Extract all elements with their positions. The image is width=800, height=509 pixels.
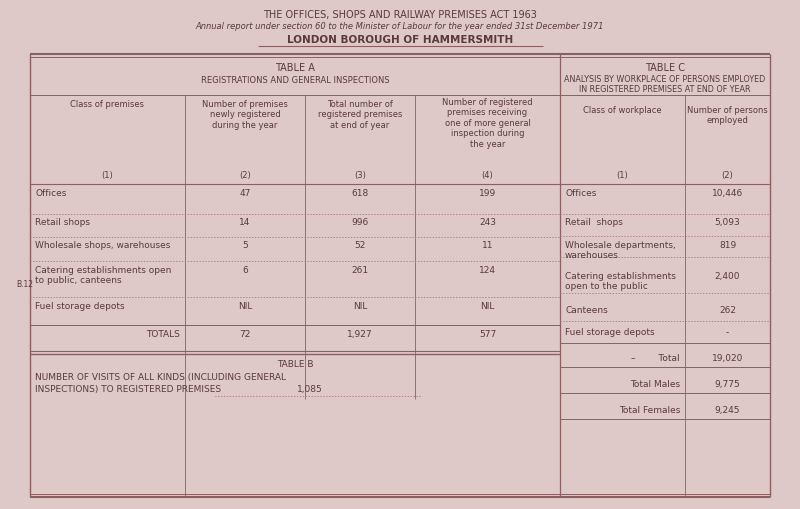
Text: 9,245: 9,245 xyxy=(714,405,740,414)
Text: TABLE B: TABLE B xyxy=(277,359,314,369)
Text: NUMBER OF VISITS OF ALL KINDS (INCLUDING GENERAL: NUMBER OF VISITS OF ALL KINDS (INCLUDING… xyxy=(35,372,286,381)
Text: Total Males: Total Males xyxy=(630,379,680,388)
Text: 14: 14 xyxy=(239,217,250,227)
Text: 1,927: 1,927 xyxy=(347,329,373,338)
Text: NIL: NIL xyxy=(480,301,494,310)
Text: Annual report under section 60 to the Minister of Labour for the year ended 31st: Annual report under section 60 to the Mi… xyxy=(196,22,604,31)
Text: Catering establishments open
to public, canteens: Catering establishments open to public, … xyxy=(35,266,171,285)
Text: 19,020: 19,020 xyxy=(712,353,743,362)
Text: Class of premises: Class of premises xyxy=(70,100,145,109)
Text: 1,085: 1,085 xyxy=(297,384,323,393)
Text: (1): (1) xyxy=(617,171,628,180)
Text: 11: 11 xyxy=(482,241,494,249)
Text: Wholesale departments,
warehouses: Wholesale departments, warehouses xyxy=(565,241,676,260)
Text: Offices: Offices xyxy=(565,189,596,197)
Text: NIL: NIL xyxy=(238,301,252,310)
Text: 10,446: 10,446 xyxy=(712,189,743,197)
Text: 262: 262 xyxy=(719,305,736,315)
Text: ANALYSIS BY WORKPLACE OF PERSONS EMPLOYED: ANALYSIS BY WORKPLACE OF PERSONS EMPLOYE… xyxy=(564,75,766,84)
Text: 819: 819 xyxy=(719,241,736,249)
Text: 72: 72 xyxy=(239,329,250,338)
Text: Catering establishments
open to the public: Catering establishments open to the publ… xyxy=(565,271,676,291)
Text: 2,400: 2,400 xyxy=(714,271,740,280)
Text: Total Females: Total Females xyxy=(618,405,680,414)
Text: B.12: B.12 xyxy=(16,280,33,289)
Text: TABLE A: TABLE A xyxy=(275,63,315,73)
Text: Number of registered
premises receiving
one of more general
inspection during
th: Number of registered premises receiving … xyxy=(442,98,533,148)
Text: TABLE C: TABLE C xyxy=(645,63,685,73)
Text: –        Total: – Total xyxy=(631,353,680,362)
Text: (4): (4) xyxy=(482,171,494,180)
Text: (2): (2) xyxy=(239,171,251,180)
Text: Wholesale shops, warehouses: Wholesale shops, warehouses xyxy=(35,241,170,249)
Text: 261: 261 xyxy=(351,266,369,274)
Text: Class of workplace: Class of workplace xyxy=(583,106,662,115)
Text: 577: 577 xyxy=(479,329,496,338)
Text: 5,093: 5,093 xyxy=(714,217,740,227)
Text: 618: 618 xyxy=(351,189,369,197)
Text: 9,775: 9,775 xyxy=(714,379,740,388)
Text: INSPECTIONS) TO REGISTERED PREMISES: INSPECTIONS) TO REGISTERED PREMISES xyxy=(35,384,221,393)
Text: Number of premises
newly registered
during the year: Number of premises newly registered duri… xyxy=(202,100,288,130)
Text: Offices: Offices xyxy=(35,189,66,197)
Text: Retail shops: Retail shops xyxy=(35,217,90,227)
Text: 47: 47 xyxy=(239,189,250,197)
Text: (1): (1) xyxy=(102,171,114,180)
Text: LONDON BOROUGH OF HAMMERSMITH: LONDON BOROUGH OF HAMMERSMITH xyxy=(287,35,513,45)
Text: REGISTRATIONS AND GENERAL INSPECTIONS: REGISTRATIONS AND GENERAL INSPECTIONS xyxy=(201,76,390,85)
Text: 243: 243 xyxy=(479,217,496,227)
Text: Fuel storage depots: Fuel storage depots xyxy=(565,327,654,336)
Text: 5: 5 xyxy=(242,241,248,249)
Text: Retail  shops: Retail shops xyxy=(565,217,623,227)
Text: Fuel storage depots: Fuel storage depots xyxy=(35,301,125,310)
Text: 52: 52 xyxy=(354,241,366,249)
Text: (2): (2) xyxy=(722,171,734,180)
Text: Total number of
registered premises
at end of year: Total number of registered premises at e… xyxy=(318,100,402,130)
Text: THE OFFICES, SHOPS AND RAILWAY PREMISES ACT 1963: THE OFFICES, SHOPS AND RAILWAY PREMISES … xyxy=(263,10,537,20)
Text: 6: 6 xyxy=(242,266,248,274)
Text: 996: 996 xyxy=(351,217,369,227)
Text: 199: 199 xyxy=(479,189,496,197)
Text: -: - xyxy=(726,327,729,336)
Text: (3): (3) xyxy=(354,171,366,180)
Text: TOTALS: TOTALS xyxy=(146,329,180,338)
Text: Canteens: Canteens xyxy=(565,305,608,315)
Text: IN REGISTERED PREMISES AT END OF YEAR: IN REGISTERED PREMISES AT END OF YEAR xyxy=(579,85,750,94)
Text: Number of persons
employed: Number of persons employed xyxy=(687,106,768,125)
Text: 124: 124 xyxy=(479,266,496,274)
Text: NIL: NIL xyxy=(353,301,367,310)
